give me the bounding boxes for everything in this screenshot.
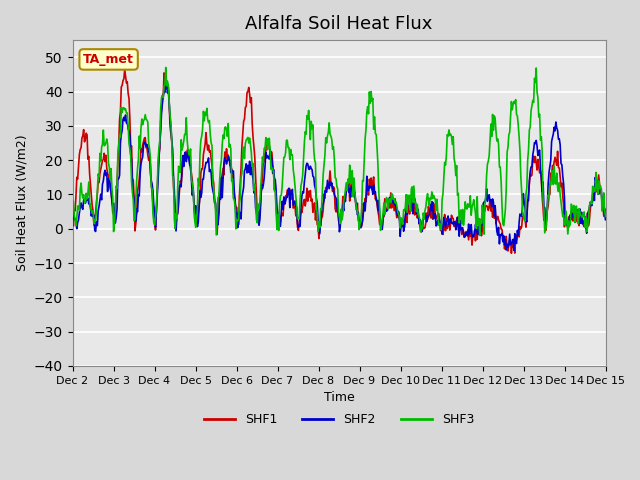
Title: Alfalfa Soil Heat Flux: Alfalfa Soil Heat Flux [245, 15, 433, 33]
Y-axis label: Soil Heat Flux (W/m2): Soil Heat Flux (W/m2) [15, 135, 28, 271]
Text: TA_met: TA_met [83, 53, 134, 66]
Legend: SHF1, SHF2, SHF3: SHF1, SHF2, SHF3 [198, 408, 479, 432]
X-axis label: Time: Time [324, 391, 355, 404]
